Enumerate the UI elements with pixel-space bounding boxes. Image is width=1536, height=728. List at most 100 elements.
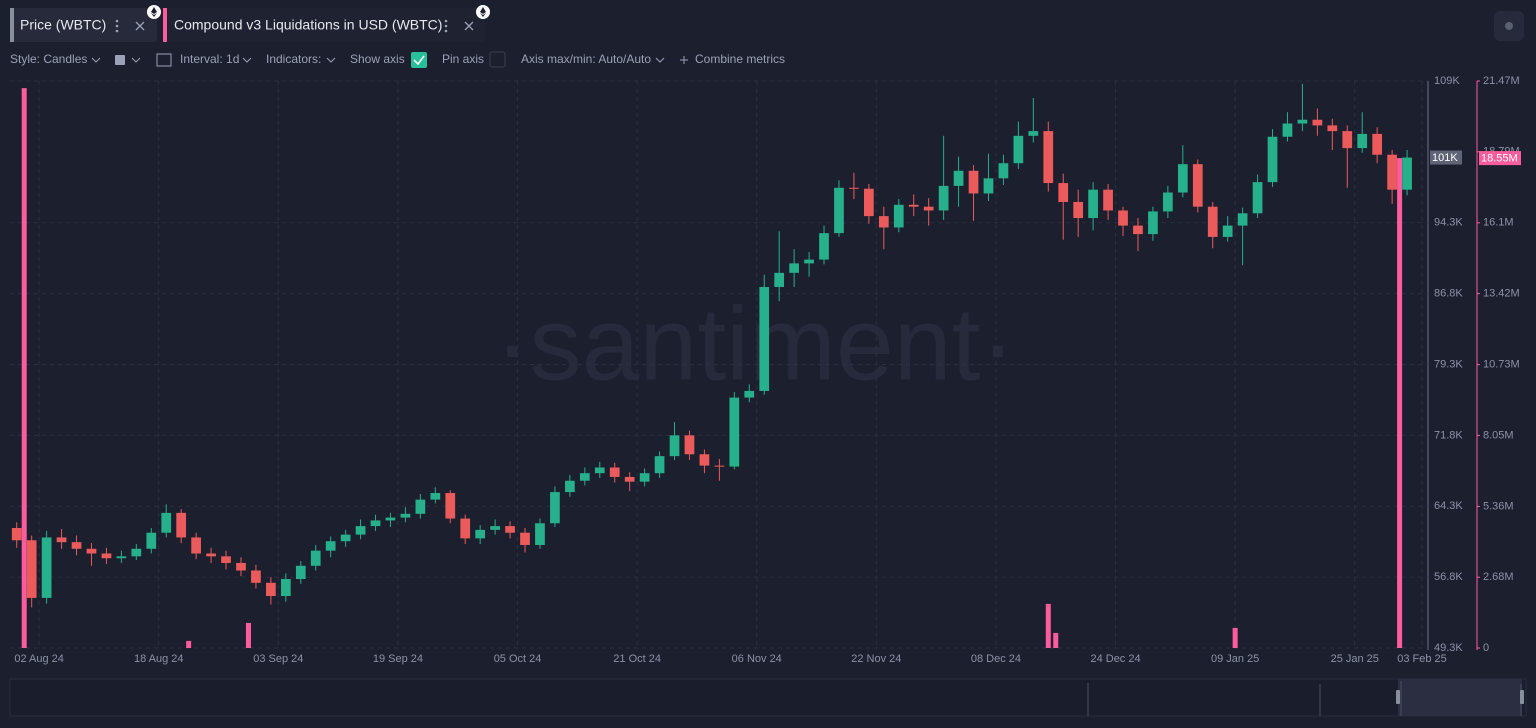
y-tick-label: 79.3K bbox=[1434, 358, 1463, 370]
y-tick-label: 49.3K bbox=[1434, 642, 1463, 654]
tab-label[interactable]: Price (WBTC) bbox=[20, 17, 106, 33]
liquidation-bar bbox=[1045, 603, 1051, 648]
tab-accent bbox=[163, 8, 167, 42]
x-tick-label: 08 Dec 24 bbox=[971, 653, 1021, 665]
candle-body bbox=[86, 548, 97, 554]
x-tick-label: 19 Sep 24 bbox=[373, 653, 423, 665]
candle-body bbox=[1133, 225, 1143, 235]
x-tick-label: 24 Dec 24 bbox=[1090, 653, 1140, 665]
plus-icon bbox=[680, 56, 688, 64]
axis-labels: 02 Aug 24 18 Aug 24 03 Sep 24 19 Sep 24 05 O… bbox=[14, 75, 1521, 665]
candle-body bbox=[1312, 119, 1323, 126]
candle-body bbox=[445, 493, 456, 519]
candle-body bbox=[280, 579, 291, 597]
candle-body bbox=[71, 542, 82, 549]
candle-body bbox=[609, 467, 620, 477]
y2-tick-label: 13.42M bbox=[1483, 287, 1520, 299]
y2-tick-label: 5.36M bbox=[1483, 500, 1514, 512]
candle-body bbox=[1028, 131, 1039, 136]
show-axis-checkbox[interactable] bbox=[411, 52, 427, 68]
candle-body bbox=[1222, 225, 1233, 237]
candle-body bbox=[1387, 154, 1397, 190]
candle-body bbox=[355, 526, 366, 535]
candle-body bbox=[191, 537, 201, 554]
candle-body bbox=[370, 520, 381, 527]
candle-body bbox=[1177, 164, 1188, 193]
candle-body bbox=[1282, 123, 1293, 137]
candle-body bbox=[744, 390, 755, 398]
y-tick-label: 86.8K bbox=[1434, 288, 1463, 300]
candle-body bbox=[520, 532, 530, 545]
candle-body bbox=[923, 206, 934, 211]
combine-metrics[interactable]: Combine metrics bbox=[695, 52, 785, 66]
candle-body bbox=[475, 529, 486, 539]
plot bbox=[11, 83, 1412, 648]
interval-select[interactable]: Interval: 1d bbox=[180, 52, 239, 66]
liquidation-bar bbox=[1397, 158, 1403, 648]
candle-body bbox=[340, 534, 351, 542]
x-tick-label: 02 Aug 24 bbox=[14, 653, 64, 665]
candle-body bbox=[325, 541, 336, 551]
navigator-handle[interactable] bbox=[1520, 690, 1524, 704]
pin-axis-label[interactable]: Pin axis bbox=[442, 52, 484, 66]
eth-icon bbox=[480, 7, 486, 17]
y2-tick-label: 2.68M bbox=[1483, 571, 1514, 583]
navigator-window[interactable] bbox=[1398, 679, 1522, 716]
candle-body bbox=[131, 548, 142, 557]
candle-body bbox=[819, 233, 829, 260]
indicators-select[interactable]: Indicators: bbox=[266, 52, 321, 66]
candle-body bbox=[893, 204, 904, 228]
candle-body bbox=[968, 170, 979, 194]
show-axis-label[interactable]: Show axis bbox=[350, 52, 405, 66]
axis-range-select[interactable]: Axis max/min: Auto/Auto bbox=[521, 52, 651, 66]
y2-tick-label: 8.05M bbox=[1483, 429, 1514, 441]
check-mark bbox=[413, 55, 425, 66]
candle-body bbox=[41, 537, 52, 598]
navigator-handle[interactable] bbox=[1396, 690, 1400, 704]
tab-close[interactable] bbox=[135, 21, 145, 31]
candle-body bbox=[176, 512, 187, 538]
candle-body bbox=[1342, 131, 1353, 149]
candle-body bbox=[1327, 125, 1338, 132]
candle-body bbox=[266, 582, 276, 597]
x-tick-label: 03 Sep 24 bbox=[253, 653, 303, 665]
candle-body bbox=[11, 527, 22, 541]
candle-body bbox=[206, 553, 216, 557]
candle-body bbox=[789, 263, 799, 273]
x-tick-label: 18 Aug 24 bbox=[134, 653, 184, 665]
color-picker[interactable] bbox=[115, 55, 125, 65]
candle-body bbox=[953, 170, 964, 186]
y-tick-label: 94.3K bbox=[1434, 217, 1463, 229]
pin-axis-checkbox[interactable] bbox=[489, 51, 506, 68]
tab-menu-icon[interactable] bbox=[444, 19, 448, 33]
candle-body bbox=[834, 187, 844, 234]
tab-box[interactable] bbox=[163, 8, 485, 42]
candle-body bbox=[460, 518, 471, 539]
candle-body bbox=[101, 553, 112, 559]
candle-body bbox=[1237, 213, 1248, 226]
y2-tick-label: 16.1M bbox=[1483, 217, 1514, 229]
tab-menu-icon[interactable] bbox=[115, 19, 119, 33]
tab-close[interactable] bbox=[464, 21, 474, 31]
chevron bbox=[655, 57, 665, 63]
candle-body bbox=[505, 526, 515, 533]
x-tick-label: 09 Jan 25 bbox=[1211, 653, 1259, 665]
candle-body bbox=[1043, 131, 1054, 184]
navigator[interactable] bbox=[9, 678, 1527, 717]
candle-body bbox=[1118, 210, 1128, 226]
tab-accent bbox=[10, 8, 14, 42]
candle-body bbox=[654, 456, 665, 474]
candle-body bbox=[579, 473, 590, 481]
tab-label[interactable]: Compound v3 Liquidations in USD (WBTC) bbox=[174, 17, 442, 33]
candle-body bbox=[774, 272, 785, 288]
candle-body bbox=[1192, 164, 1203, 207]
candle-body bbox=[1103, 189, 1113, 211]
candle-body bbox=[236, 562, 246, 571]
style-select[interactable]: Style: Candles bbox=[10, 52, 87, 66]
candle-body bbox=[729, 397, 740, 467]
interval-icon bbox=[156, 53, 172, 67]
tab-box[interactable] bbox=[10, 8, 157, 42]
candle-body bbox=[1357, 133, 1368, 149]
candle-body bbox=[385, 517, 396, 521]
